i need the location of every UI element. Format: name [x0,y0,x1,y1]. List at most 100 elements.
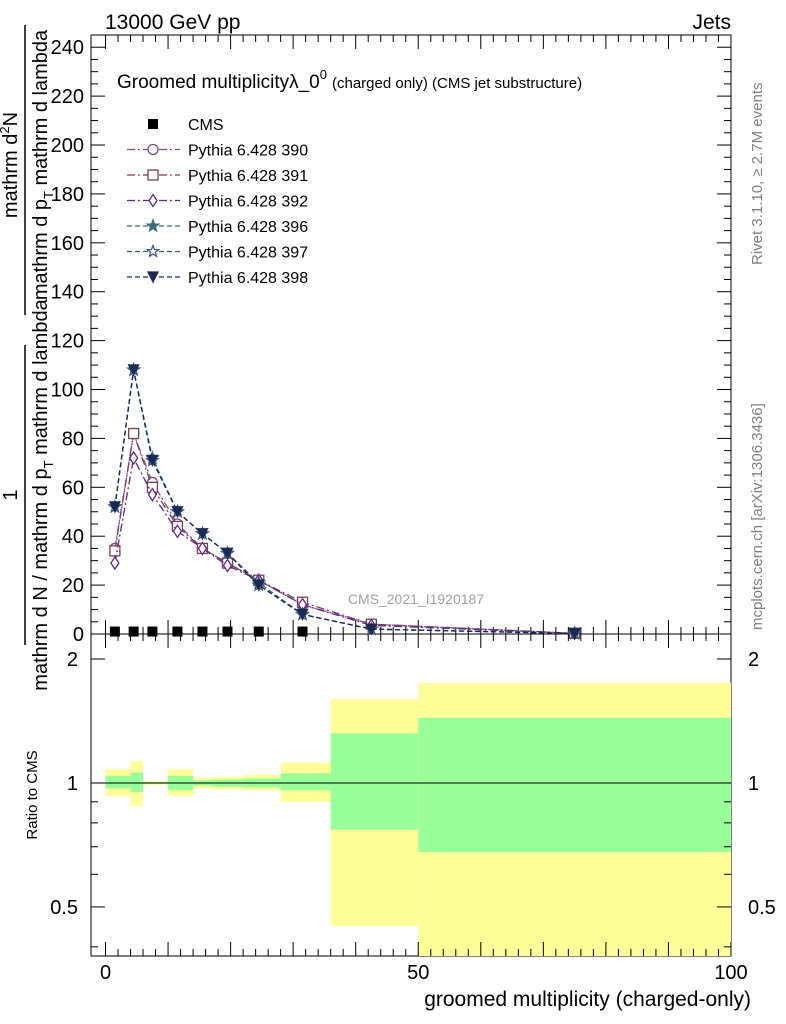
series-point-6 [108,501,121,514]
legend: CMS Pythia 6.428 390 Pythia 6.428 391 Pythi… [127,117,308,287]
cms-point [109,626,120,637]
series-line-6 [114,369,575,635]
svg-text:mathrm d2N: mathrm d2N [0,112,22,218]
ratio-band-inner-7 [280,773,331,791]
series-point-3 [110,555,120,571]
series-point-2 [109,545,121,557]
cms-point [297,626,308,637]
series-point-3 [172,524,183,539]
legend-entry: Pythia 6.428 391 [127,168,308,185]
series-4 [107,362,583,640]
legend-label: CMS [188,117,224,134]
series-0 [109,626,308,637]
series-point-6 [221,547,234,560]
series-point-3 [128,450,139,466]
ratio-y-axis-label: Ratio to CMS [24,750,41,839]
series-point-6 [146,454,159,467]
main-y-tick-label: 80 [62,428,84,450]
main-y-axis-label: 1 mathrm d N / mathrm d pT mathrm d lamb… [0,25,56,691]
series-point-6 [296,608,309,621]
analysis-watermark: CMS_2021_I1920187 [348,591,484,607]
ratio-bands [91,682,731,956]
series-point-6 [127,364,140,377]
x-axis-label: groomed multiplicity (charged-only) [424,988,751,1011]
legend-label: Pythia 6.428 390 [188,143,308,160]
series-6 [108,364,581,640]
legend-entry: CMS [148,117,224,134]
main-y-tick-label: 120 [51,331,84,353]
legend-marker [147,169,159,181]
ratio-axis-ticks: 0.5 0.5 1 1 2 2 0 50 100 [50,634,776,984]
cms-point [128,626,139,637]
legend-marker [147,143,159,156]
rivet-info: Rivet 3.1.10, ≥ 2.7M events [749,83,766,266]
legend-label: Pythia 6.428 398 [188,270,308,287]
ratio-band-inner-1 [130,772,144,793]
legend-entry: Pythia 6.428 390 [127,143,308,160]
main-y-tick-label: 240 [51,37,84,59]
ratio-band-inner-0 [105,775,131,789]
cms-point [172,626,183,637]
legend-entry: Pythia 6.428 397 [127,243,308,262]
series-3 [110,450,580,641]
main-y-tick-label: 140 [51,282,84,304]
series-5 [107,362,583,640]
legend-entry: Pythia 6.428 398 [127,270,308,287]
ratio-y-tick-label-right: 1 [748,773,759,795]
chart-title: Groomed multiplicityλ_00(charged only) (… [117,67,582,93]
mcplots-info: mcplots.cern.ch [arXiv:1306.3436] [749,403,766,630]
x-tick-label: 100 [714,962,747,984]
main-y-tick-label: 100 [51,380,84,402]
main-y-tick-label: 40 [62,526,84,548]
svg-text:mathrm d N / mathrm d pT mathr: mathrm d N / mathrm d pT mathrm d lambda [30,298,56,690]
series-point-2 [127,427,140,440]
series-point-6 [568,627,581,640]
main-y-tick-label: 20 [62,575,84,597]
legend-marker [148,119,158,129]
series-line-1 [114,431,575,634]
x-tick-label: 0 [100,962,111,984]
x-tick-label: 50 [407,962,429,984]
legend-marker [145,218,161,233]
main-y-tick-label: 0 [73,624,84,646]
legend-entry: Pythia 6.428 396 [127,218,308,236]
legend-marker [145,243,161,258]
legend-entry: Pythia 6.428 392 [127,193,308,211]
cms-point [197,626,208,637]
ratio-y-tick-label: 2 [67,649,78,671]
svg-text:mathrm d pT mathrm d lambda: mathrm d pT mathrm d lambda [30,29,56,300]
main-y-tick-label: 180 [51,184,84,206]
svg-text:1: 1 [0,489,22,500]
series-line-5 [114,369,575,635]
series-point-6 [171,506,184,519]
series-point-3 [197,541,208,556]
series-point-3 [147,487,158,502]
legend-label: Pythia 6.428 397 [188,245,308,262]
ratio-y-tick-label-right: 0.5 [748,897,776,919]
main-y-tick-label: 200 [51,135,84,157]
cms-point [147,626,158,637]
series-point-6 [196,528,209,541]
main-y-tick-label: 60 [62,477,84,499]
ratio-y-tick-label-right: 2 [748,649,759,671]
legend-marker [148,193,158,208]
ratio-band-inner-8 [330,733,419,830]
legend-marker [146,271,160,284]
header-left: 13000 GeV pp [105,11,240,34]
legend-label: Pythia 6.428 396 [188,219,308,236]
series-line-3 [114,455,575,634]
series-line-2 [114,433,575,634]
series-point-3 [222,558,233,573]
header-right: Jets [692,11,731,34]
legend-label: Pythia 6.428 391 [188,168,308,185]
ratio-y-tick-label: 1 [67,773,78,795]
ratio-band-inner-9 [418,717,731,852]
main-y-tick-label: 160 [51,233,84,255]
series-layer [107,362,583,641]
main-y-tick-label: 220 [51,86,84,108]
cms-point [253,626,264,637]
ratio-y-tick-label: 0.5 [50,897,78,919]
cms-point [222,626,233,637]
series-point-6 [365,623,378,636]
